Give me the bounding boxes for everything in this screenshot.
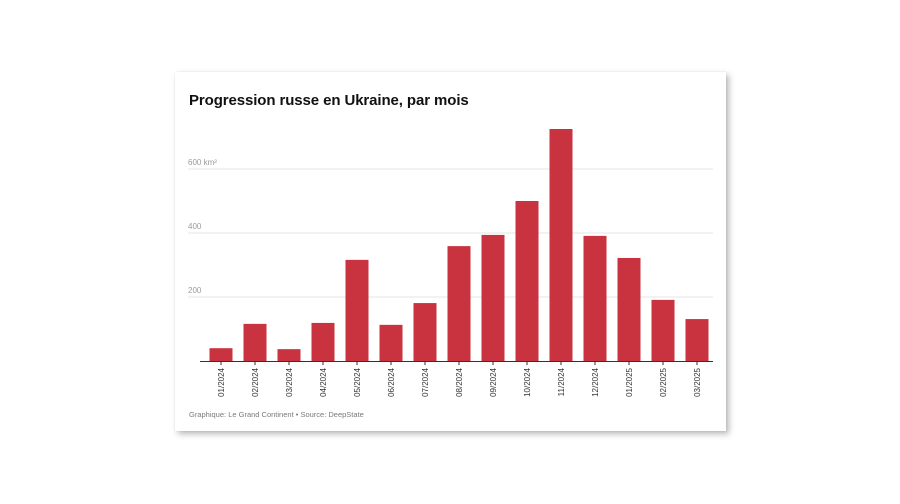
x-tick-label-06-2024: 06/2024: [387, 367, 396, 396]
bar-09-2024: [481, 234, 505, 361]
y-tick-label-400: 400: [188, 222, 202, 231]
x-tick-label-12-2024: 12/2024: [591, 367, 600, 396]
x-tick-label-05-2024: 05/2024: [353, 367, 362, 396]
bar-01-2025: [617, 257, 641, 361]
bar-07-2024: [413, 303, 437, 361]
bar-10-2024: [515, 201, 539, 361]
x-axis-labels: 01/2024 02/2024 03/2024 04/2024 05/2024 06/20…: [217, 361, 702, 397]
x-tick-label-11-2024: 11/2024: [557, 367, 566, 396]
x-tick-label-02-2025: 02/2025: [659, 367, 668, 396]
x-tick-label-01-2025: 01/2025: [625, 367, 634, 396]
x-tick-label-04-2024: 04/2024: [319, 367, 328, 396]
y-tick-label-200: 200: [188, 286, 202, 295]
bars: [209, 129, 709, 361]
bar-03-2024: [277, 349, 301, 361]
bar-12-2024: [583, 235, 607, 361]
bar-05-2024: [345, 259, 369, 361]
source-note: Graphique: Le Grand Continent • Source: …: [189, 410, 364, 419]
bar-11-2024: [549, 129, 573, 361]
x-tick-label-07-2024: 07/2024: [421, 367, 430, 396]
x-tick-label-03-2024: 03/2024: [285, 367, 294, 396]
x-tick-label-08-2024: 08/2024: [455, 367, 464, 396]
x-tick-label-02-2024: 02/2024: [251, 367, 260, 396]
bar-02-2024: [243, 323, 267, 361]
chart-card: Progression russe en Ukraine, par mois 2…: [175, 72, 726, 431]
x-tick-label-03-2025: 03/2025: [693, 367, 702, 396]
bar-chart: 200 400 600 km² 01/2024 02/2024 03/2024 04/20…: [188, 129, 713, 397]
y-axis-labels: 200 400 600 km²: [188, 158, 217, 295]
y-tick-label-600: 600 km²: [188, 158, 217, 167]
x-tick-label-09-2024: 09/2024: [489, 367, 498, 396]
bar-06-2024: [379, 324, 403, 361]
chart-title: Progression russe en Ukraine, par mois: [189, 92, 469, 109]
bar-03-2025: [685, 319, 709, 361]
bar-08-2024: [447, 246, 471, 361]
x-tick-label-01-2024: 01/2024: [217, 367, 226, 396]
bar-04-2024: [311, 322, 335, 361]
x-tick-label-10-2024: 10/2024: [523, 367, 532, 396]
bar-02-2025: [651, 299, 675, 361]
bar-01-2024: [209, 348, 233, 361]
